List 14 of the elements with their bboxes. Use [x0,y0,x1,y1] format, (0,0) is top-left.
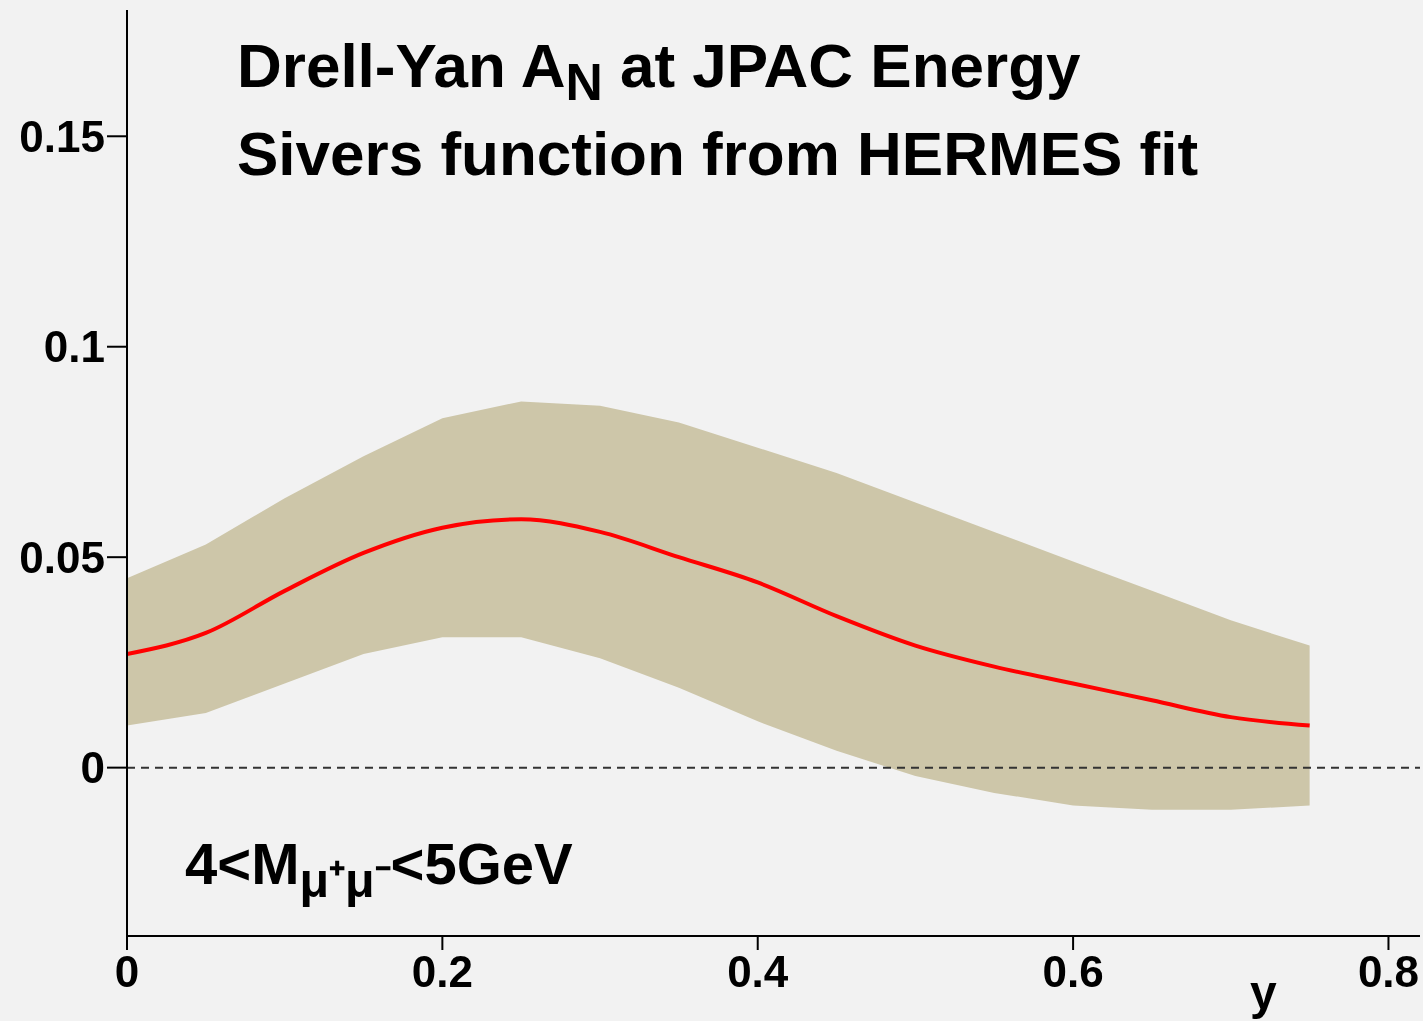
text: Sivers function from HERMES fit [237,118,1199,191]
y-tick-label: 0 [80,743,105,793]
y-tick-label: 0.15 [19,111,105,161]
chart-title: Drell-Yan A$_{N}$ at JPAC Energy [237,30,1082,114]
x-tick-label: 0.8 [1357,947,1420,997]
line-series [127,517,1312,728]
annotation: 4<M$_{μ⁺μ⁻}$<5GeV [185,830,573,909]
x-tick-label: 0 [114,947,140,997]
x-axis-title: y [1250,965,1277,1020]
y-tick-label: 0.05 [19,532,105,582]
x-tick-label: 0.2 [411,947,473,997]
y-tick-label: 0.1 [43,322,105,372]
x-tick-label: 0.6 [1042,947,1104,997]
x-tick-label: 0.4 [727,947,789,997]
